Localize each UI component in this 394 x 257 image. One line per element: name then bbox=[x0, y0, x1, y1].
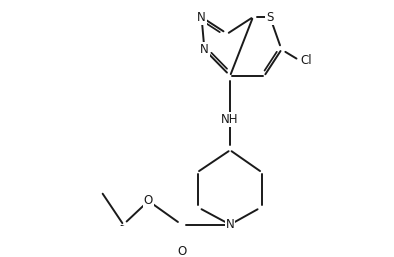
Text: N: N bbox=[197, 11, 206, 24]
Text: N: N bbox=[226, 218, 234, 231]
Text: NH: NH bbox=[221, 113, 239, 126]
Text: S: S bbox=[266, 11, 274, 24]
Text: N: N bbox=[200, 43, 209, 56]
Text: O: O bbox=[177, 245, 186, 257]
Text: O: O bbox=[144, 195, 153, 207]
Text: Cl: Cl bbox=[300, 54, 312, 67]
